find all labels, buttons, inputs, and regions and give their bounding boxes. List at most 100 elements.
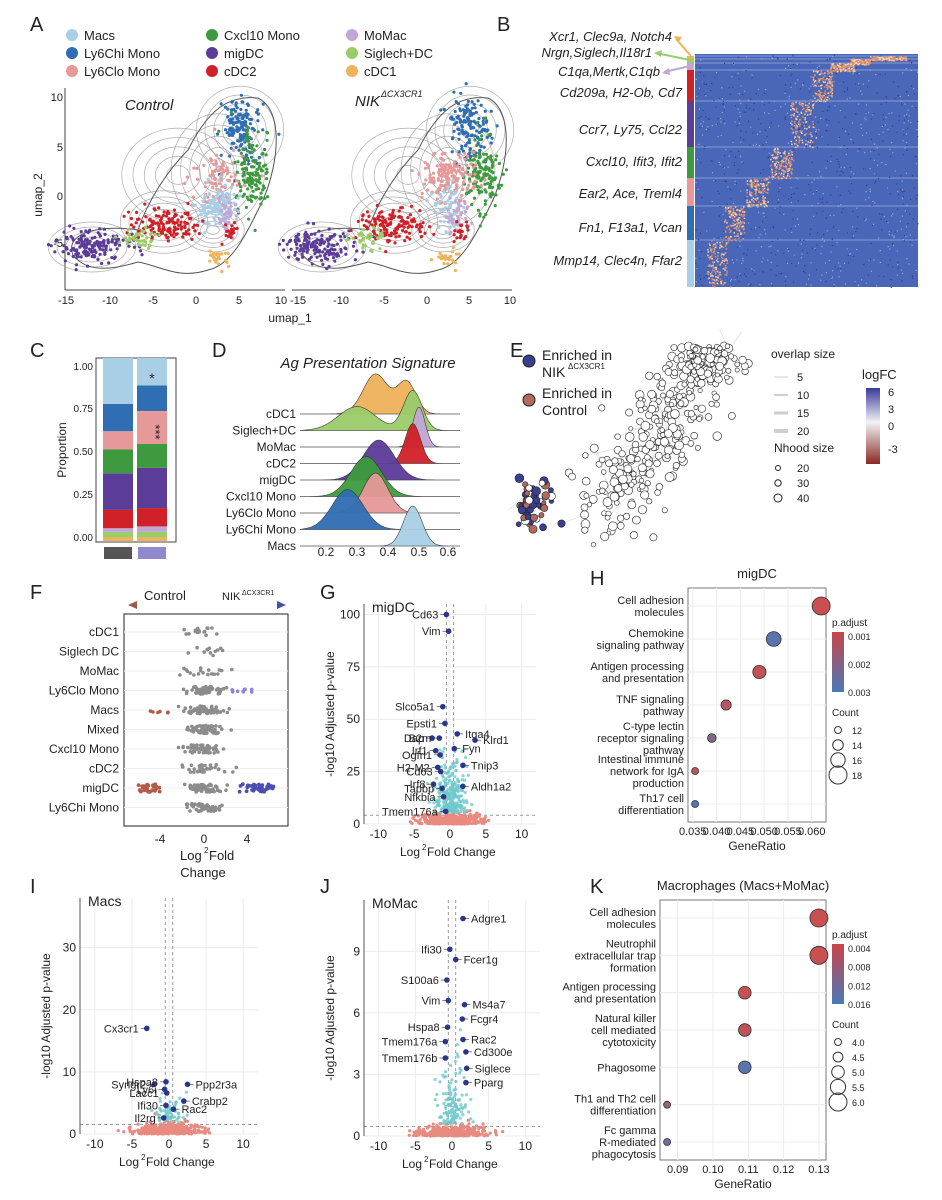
- umap-cell-point: [380, 231, 384, 236]
- heatmap-cell: [867, 274, 869, 276]
- umap-cell-point: [399, 215, 403, 219]
- umap-cell-point: [153, 221, 157, 225]
- umap-cell-point: [488, 174, 492, 178]
- heatmap-cell: [909, 59, 911, 61]
- heatmap-cell: [878, 275, 880, 277]
- ridge-row-label: cDC1: [266, 407, 296, 421]
- heatmap-hot-cell: [848, 70, 851, 72]
- umap-cell-point: [229, 175, 233, 179]
- heatmap-hot-cell: [789, 154, 791, 156]
- heatmap-cell: [904, 147, 906, 149]
- panel-a-legend: Macs Ly6Chi Mono Ly6Clo Mono Cxcl10 Mono…: [66, 28, 433, 79]
- heatmap-cell: [887, 245, 889, 248]
- heatmap-cell: [717, 237, 719, 239]
- umap-cell-point: [405, 235, 409, 239]
- umap-cell-point: [245, 114, 249, 118]
- umap-cell-point: [351, 244, 356, 248]
- heatmap-hot-cell: [831, 94, 833, 96]
- nhood-node: [637, 505, 647, 515]
- heatmap-hot-cell: [763, 197, 765, 200]
- heatmap-cell: [913, 88, 915, 90]
- umap-cell-point: [243, 180, 247, 184]
- heatmap-cell: [774, 109, 776, 111]
- heatmap-cell: [873, 143, 876, 145]
- umap-cell-point: [240, 100, 244, 104]
- umap-cell-point: [444, 163, 448, 167]
- heatmap-cell: [702, 121, 704, 123]
- umap-cell-point: [98, 252, 102, 256]
- umap-cell-point: [458, 165, 462, 169]
- heatmap-cell: [807, 138, 809, 140]
- heatmap-cell: [839, 146, 841, 148]
- heatmap-hot-cell: [840, 69, 842, 72]
- heatmap-cell: [836, 186, 838, 188]
- heatmap-cell: [775, 254, 777, 256]
- umap-cell-point: [179, 220, 183, 224]
- beeswarm-point: [224, 686, 229, 690]
- heatmap-cell: [815, 133, 817, 135]
- heatmap-hot-cell: [772, 176, 774, 178]
- heatmap-cell: [785, 173, 787, 175]
- heatmap-cell: [850, 171, 852, 173]
- heatmap-hot-cell: [711, 258, 713, 260]
- heatmap-hot-cell: [761, 185, 764, 187]
- heatmap-hot-cell: [755, 179, 758, 181]
- heatmap-hot-cell: [782, 175, 785, 178]
- umap-cell-point: [281, 238, 285, 242]
- enriched-control-label-b: Control: [542, 402, 587, 418]
- umap-cell-point: [491, 192, 495, 196]
- heatmap-hot-cell: [879, 57, 881, 59]
- heatmap-hot-cell: [724, 274, 726, 276]
- nhood-node: [644, 459, 653, 468]
- heatmap-cell: [721, 98, 723, 100]
- heatmap-cell: [733, 202, 735, 205]
- heatmap-hot-cell: [725, 227, 728, 229]
- umap-cell-point: [440, 183, 444, 188]
- heatmap-cell: [892, 213, 894, 215]
- heatmap-cell: [757, 88, 760, 90]
- heatmap-cell: [901, 198, 903, 200]
- heatmap-cell: [747, 120, 750, 122]
- umap-cell-point: [296, 257, 300, 261]
- umap-cell-point: [477, 176, 481, 180]
- heatmap-cell: [875, 180, 877, 182]
- umap-cell-point: [65, 247, 69, 251]
- umap-cell-point: [442, 220, 446, 224]
- heatmap-hot-cell: [756, 197, 759, 200]
- heatmap-hot-cell: [755, 194, 757, 197]
- heatmap-cell: [851, 237, 853, 239]
- umap-cell-point: [373, 219, 377, 223]
- umap-cell-point: [302, 249, 306, 253]
- umap-cell-point: [481, 119, 485, 124]
- heatmap-hot-cell: [755, 191, 757, 194]
- umap-cell-point: [172, 221, 177, 225]
- umap-cell-point: [217, 178, 221, 182]
- heatmap-cell: [898, 119, 900, 122]
- heatmap-hot-cell: [782, 169, 784, 171]
- legend-dot-macs: [66, 29, 78, 41]
- nhood-node: [695, 444, 701, 451]
- heatmap-hot-cell: [902, 57, 905, 59]
- umap-cell-point: [137, 239, 141, 243]
- umap-ytick-5: 5: [57, 142, 63, 154]
- heatmap-hot-cell: [714, 256, 717, 258]
- heatmap-hot-cell: [712, 251, 714, 254]
- heatmap-cell: [842, 208, 844, 210]
- nhood-node: [664, 367, 673, 376]
- umap-cell-point: [483, 202, 487, 206]
- umap-cell-point: [157, 224, 161, 228]
- heatmap-hot-cell: [725, 258, 727, 260]
- heatmap-hot-cell: [900, 56, 902, 58]
- heatmap-cell: [792, 55, 794, 57]
- heatmap-hot-cell: [725, 206, 727, 209]
- umap-cell-point: [440, 167, 444, 171]
- umap-cell-point: [452, 162, 456, 166]
- heatmap-hot-cell: [875, 59, 878, 61]
- umap-cell-point: [410, 204, 414, 208]
- overlap-size-legend: overlap size 5 10 15 20: [771, 347, 835, 438]
- umap-cell-point: [257, 187, 261, 191]
- heatmap-cell: [811, 181, 813, 183]
- umap-cell-point: [115, 240, 119, 244]
- umap-cell-point: [456, 230, 460, 234]
- proportion-segment: [103, 528, 133, 532]
